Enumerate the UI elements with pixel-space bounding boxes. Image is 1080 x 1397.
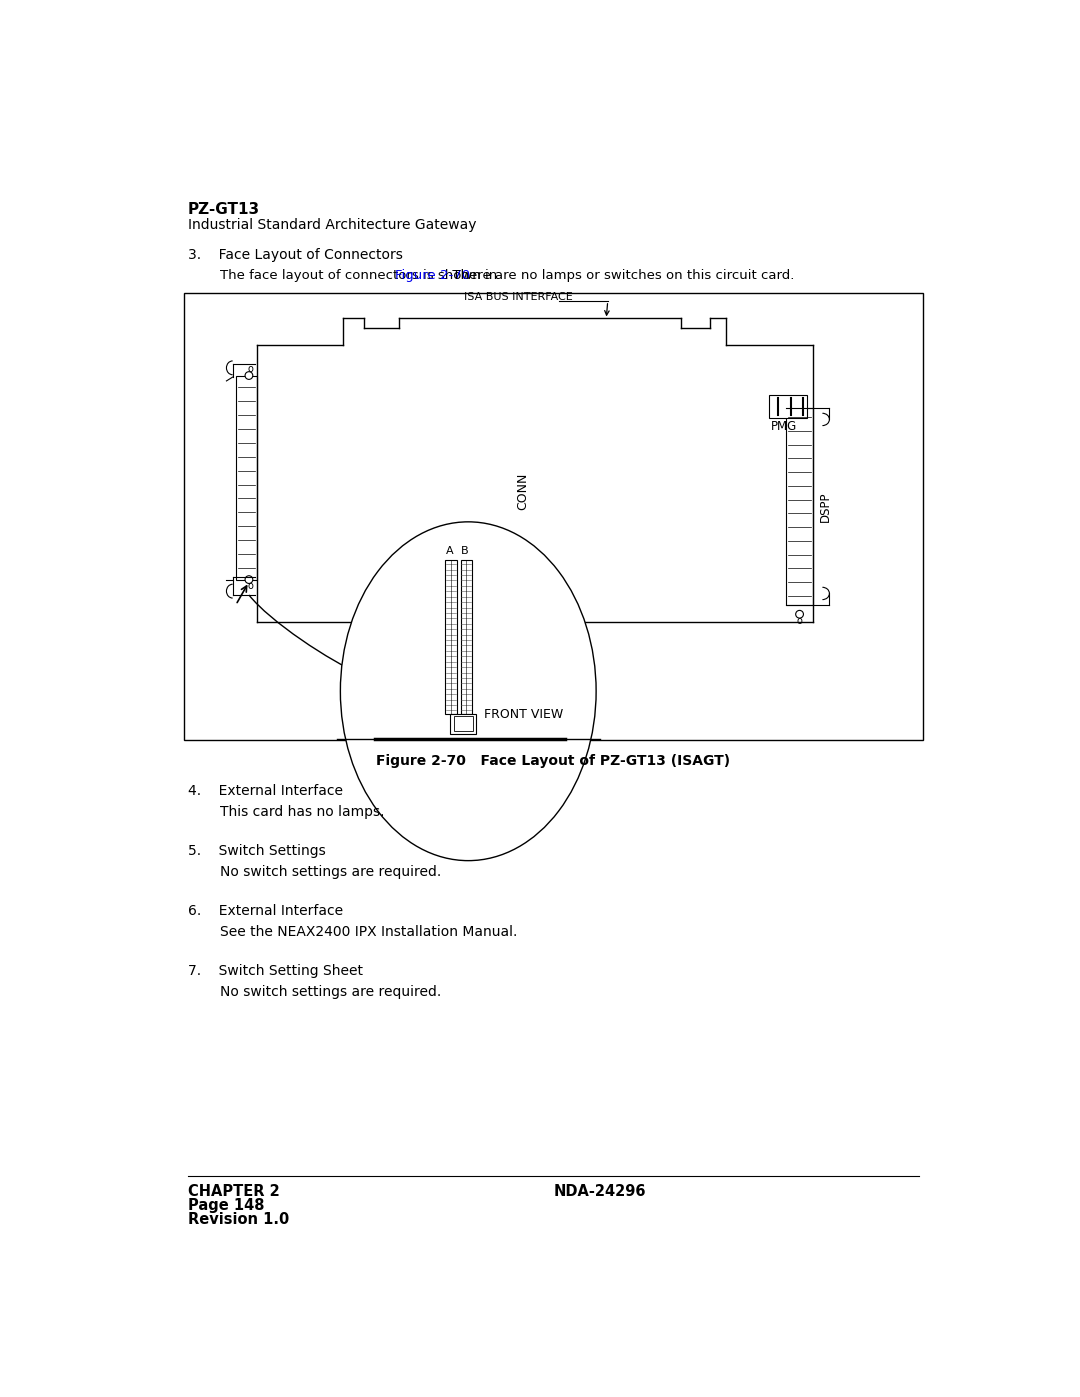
Text: Industrial Standard Architecture Gateway: Industrial Standard Architecture Gateway: [188, 218, 476, 232]
Circle shape: [245, 576, 253, 584]
Text: This card has no lamps.: This card has no lamps.: [220, 805, 384, 819]
Text: PMG: PMG: [771, 420, 797, 433]
Text: FRONT VIEW: FRONT VIEW: [484, 708, 563, 721]
Text: 6.    External Interface: 6. External Interface: [188, 904, 342, 918]
Text: A: A: [446, 546, 454, 556]
Text: DSPP: DSPP: [820, 492, 833, 521]
Text: ISA BUS INTERFACE: ISA BUS INTERFACE: [464, 292, 573, 302]
Text: o: o: [247, 365, 253, 374]
Text: No switch settings are required.: No switch settings are required.: [220, 865, 442, 879]
Text: The face layout of connectors is shown in: The face layout of connectors is shown i…: [220, 270, 502, 282]
Bar: [235, 376, 257, 580]
Text: o: o: [796, 616, 802, 626]
Bar: [769, 395, 807, 418]
Text: PZ-GT13: PZ-GT13: [188, 203, 260, 218]
Bar: [454, 715, 473, 731]
Bar: [460, 560, 472, 714]
Bar: [184, 293, 923, 740]
Text: 7.    Switch Setting Sheet: 7. Switch Setting Sheet: [188, 964, 363, 978]
Text: CONN: CONN: [516, 472, 529, 510]
Bar: [450, 714, 476, 733]
Text: Revision 1.0: Revision 1.0: [188, 1211, 289, 1227]
Circle shape: [796, 610, 804, 617]
Circle shape: [245, 372, 253, 380]
Ellipse shape: [340, 522, 596, 861]
Bar: [445, 560, 457, 714]
Text: Figure 2-70   Face Layout of PZ-GT13 (ISAGT): Figure 2-70 Face Layout of PZ-GT13 (ISAG…: [377, 754, 730, 768]
Text: . There are no lamps or switches on this circuit card.: . There are no lamps or switches on this…: [444, 270, 795, 282]
Text: See the NEAX2400 IPX Installation Manual.: See the NEAX2400 IPX Installation Manual…: [220, 925, 517, 939]
Text: o: o: [247, 581, 253, 591]
Text: CHAPTER 2: CHAPTER 2: [188, 1185, 280, 1199]
Text: Figure 2-70: Figure 2-70: [395, 270, 471, 282]
Text: No switch settings are required.: No switch settings are required.: [220, 985, 442, 999]
Text: 5.    Switch Settings: 5. Switch Settings: [188, 844, 325, 858]
Text: 3.    Face Layout of Connectors: 3. Face Layout of Connectors: [188, 249, 403, 263]
Text: NDA-24296: NDA-24296: [554, 1185, 646, 1199]
Text: B: B: [461, 546, 469, 556]
Text: Page 148: Page 148: [188, 1197, 265, 1213]
Text: 4.    External Interface: 4. External Interface: [188, 784, 342, 798]
Bar: [786, 408, 813, 605]
